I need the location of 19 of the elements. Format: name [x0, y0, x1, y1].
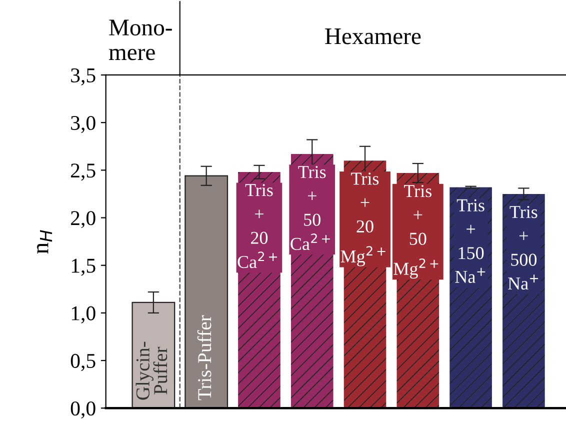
y-tick-label: 0,5 — [70, 354, 96, 371]
x-tick-label: Tris-Puffer — [197, 315, 212, 400]
x-tick-label: Tris + 20 Mg$^{2+}$ — [340, 172, 386, 266]
x-tick-label: Tris + 20 Ca$^{2+}$ — [238, 184, 278, 268]
y-tick-label: 3,0 — [71, 116, 96, 133]
y-tick-label: 3,5 — [71, 68, 96, 86]
x-tick-label: Tris + 50 Ca$^{2+}$ — [290, 166, 330, 250]
y-tick-label: 1,5 — [72, 258, 96, 276]
text: Mono- mere — [108, 20, 172, 60]
text: Hexamere — [325, 28, 421, 44]
x-tick-label: Tris + 150 Na$^{+}$ — [455, 199, 486, 283]
x-tick-label: Glycin- Puffer — [136, 342, 168, 400]
y-tick-label: 0,0 — [70, 401, 96, 419]
x-tick-label: Tris + 50 Mg$^{2+}$ — [394, 185, 438, 279]
y-tick-label: 2,0 — [70, 211, 96, 228]
x-tick-label: Tris + 500 Na$^{+}$ — [508, 206, 538, 290]
y-tick-label: 1,0 — [72, 306, 96, 324]
y-tick-label: 2,5 — [70, 164, 96, 181]
y-axis-title: n$_{H}$ — [37, 230, 52, 254]
